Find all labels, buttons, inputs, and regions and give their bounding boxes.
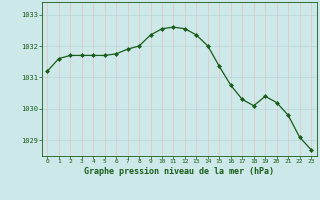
X-axis label: Graphe pression niveau de la mer (hPa): Graphe pression niveau de la mer (hPa)	[84, 167, 274, 176]
